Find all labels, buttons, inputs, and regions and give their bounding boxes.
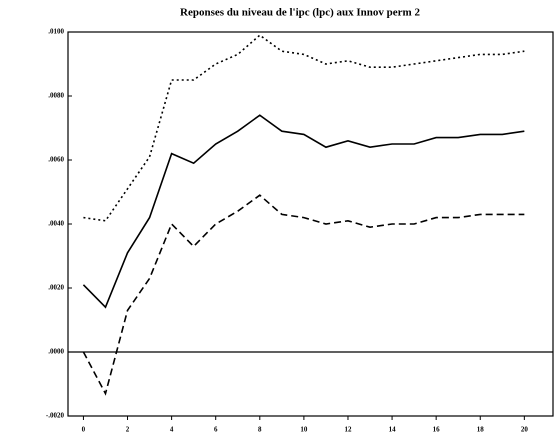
x-tick-label: 20: [521, 426, 529, 434]
x-tick-label: 16: [433, 426, 441, 434]
x-tick-label: 8: [258, 426, 262, 434]
x-tick-label: 4: [170, 426, 174, 434]
series-line: [82, 114, 525, 309]
x-tick-label: 2: [126, 426, 130, 434]
y-tick-label: .0080: [48, 92, 64, 100]
y-tick-label: -.0020: [46, 412, 65, 420]
chart-title: Reponses du niveau de l'ipc (lpc) aux In…: [180, 7, 420, 19]
y-tick-label: .0100: [48, 28, 64, 36]
plot-frame: [67, 31, 554, 417]
x-tick-label: 10: [300, 426, 308, 434]
x-tick-label: 14: [389, 426, 397, 434]
y-tick-label: .0020: [48, 284, 64, 292]
x-tick-label: 12: [344, 426, 352, 434]
y-tick-label: .0040: [48, 220, 64, 228]
x-tick-label: 6: [214, 426, 218, 434]
x-tick-label: 0: [82, 426, 86, 434]
y-tick-label: .0060: [48, 156, 64, 164]
y-tick-label: .0000: [48, 348, 64, 356]
series-line: [82, 194, 525, 396]
series-line: [83, 34, 525, 222]
x-tick-label: 18: [477, 426, 485, 434]
